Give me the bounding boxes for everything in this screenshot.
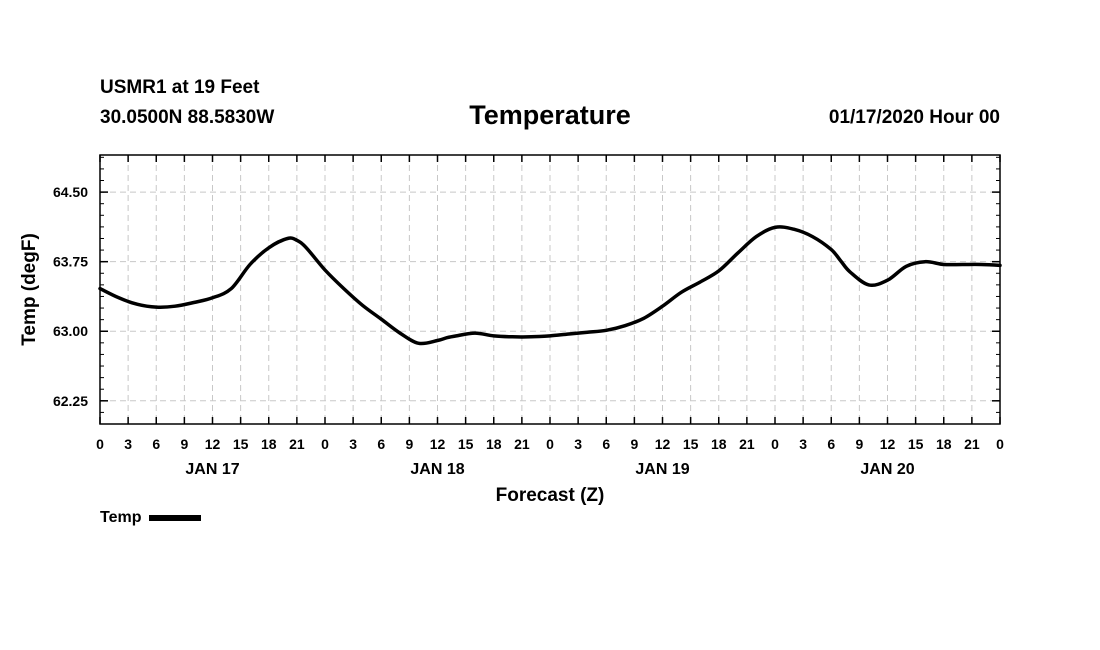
x-tick-label: 0	[321, 436, 329, 452]
x-tick-label: 9	[405, 436, 413, 452]
forecast-run-label: 01/17/2020 Hour 00	[828, 107, 1000, 128]
x-tick-label: 9	[855, 436, 863, 452]
axis-labels: 0 3 6 9 12 15 18 21 0 3 6 9 12 15 18 21 0 3 6 9 12 15 18 21 0 3 6 9…	[53, 184, 1004, 478]
day-label: JAN 17	[185, 461, 239, 478]
x-tick-label: 0	[546, 436, 554, 452]
x-tick-label: 18	[261, 436, 277, 452]
legend-label: Temp	[100, 509, 142, 526]
x-tick-label: 3	[574, 436, 582, 452]
y-axis-title: Temp (degF)	[19, 233, 40, 346]
x-tick-label: 3	[349, 436, 357, 452]
y-tick-label: 63.00	[53, 323, 88, 339]
legend-line-swatch	[149, 515, 202, 521]
x-tick-label: 15	[683, 436, 699, 452]
station-label: USMR1 at 19 Feet	[100, 77, 260, 98]
day-label: JAN 20	[860, 461, 914, 478]
y-tick-label: 64.50	[53, 184, 88, 200]
coordinates-label: 30.0500N 88.5830W	[100, 107, 275, 128]
temp-series-line	[98, 225, 1002, 346]
x-tick-label: 0	[96, 436, 104, 452]
x-tick-label: 15	[458, 436, 474, 452]
x-tick-label: 9	[180, 436, 188, 452]
chart-title: Temperature	[469, 100, 631, 130]
x-tick-label: 3	[799, 436, 807, 452]
y-tick-label: 63.75	[53, 254, 88, 270]
x-tick-label: 15	[233, 436, 249, 452]
x-tick-label: 12	[205, 436, 221, 452]
x-tick-label: 0	[996, 436, 1004, 452]
day-label: JAN 19	[635, 461, 689, 478]
x-tick-label: 18	[486, 436, 502, 452]
x-tick-label: 12	[880, 436, 896, 452]
x-tick-label: 6	[827, 436, 835, 452]
x-tick-label: 6	[602, 436, 610, 452]
x-tick-label: 12	[655, 436, 671, 452]
x-tick-label: 18	[711, 436, 727, 452]
x-tick-label: 12	[430, 436, 446, 452]
x-tick-label: 21	[739, 436, 755, 452]
legend: Temp	[100, 509, 202, 527]
plot-frame	[99, 154, 1001, 425]
x-tick-label: 0	[771, 436, 779, 452]
x-tick-label: 21	[289, 436, 305, 452]
grid	[100, 155, 1000, 424]
x-tick-label: 15	[908, 436, 924, 452]
y-tick-label: 62.25	[53, 393, 88, 409]
x-tick-label: 9	[630, 436, 638, 452]
day-label: JAN 18	[410, 461, 464, 478]
x-tick-label: 21	[514, 436, 530, 452]
x-tick-label: 21	[964, 436, 980, 452]
x-tick-label: 3	[124, 436, 132, 452]
x-axis-title: Forecast (Z)	[496, 485, 605, 506]
x-tick-label: 6	[152, 436, 160, 452]
x-tick-label: 6	[377, 436, 385, 452]
x-tick-label: 18	[936, 436, 952, 452]
